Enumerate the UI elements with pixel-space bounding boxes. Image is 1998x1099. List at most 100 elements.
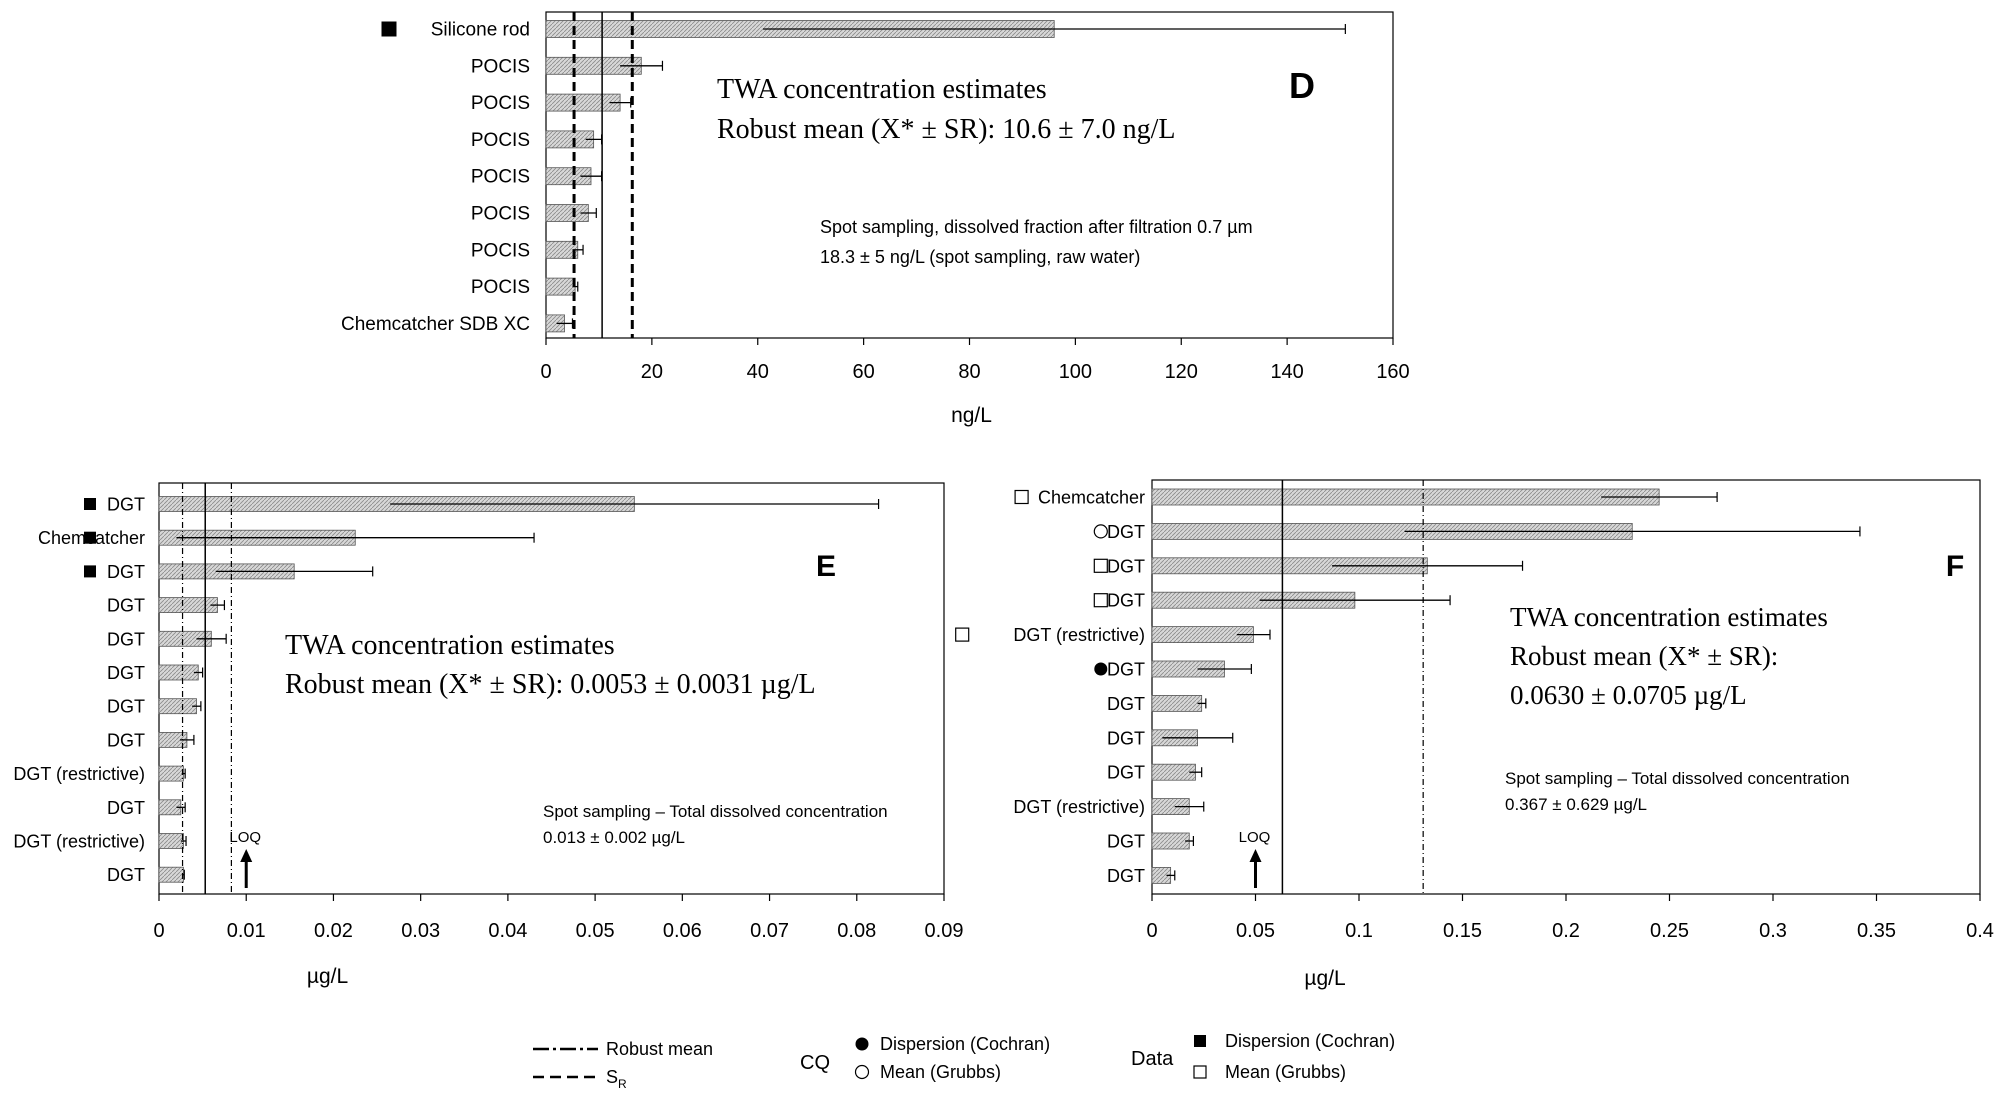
- outlier-marker-filled-square: [84, 531, 96, 544]
- x-tick-label: 80: [958, 361, 980, 383]
- loq-label: LOQ: [229, 829, 261, 846]
- category-label: DGT: [107, 629, 145, 649]
- loq-arrowhead: [1249, 849, 1262, 862]
- plot-frame: [545, 11, 1394, 339]
- x-tick-label: 0.03: [401, 920, 440, 942]
- category-label: DGT: [1107, 522, 1145, 542]
- chart-panel-f: 0 0.05 0.1 0.15 0.2 0.25 0.3 0.35 0.4 µg/L Chemcat…: [955, 479, 1994, 990]
- panel-label: E: [816, 550, 836, 583]
- annotation-title: Robust mean (X* ± SR): 0.0053 ± 0.0031 µ…: [285, 669, 816, 700]
- bar: [1151, 488, 1660, 506]
- legend-line-label: SR: [606, 1067, 627, 1091]
- x-tick-label: 120: [1165, 361, 1198, 383]
- annotation-title: Robust mean (X* ± SR): 10.6 ± 7.0 ng/L: [717, 114, 1176, 145]
- category-label: Chemcatcher SDB XC: [341, 314, 530, 335]
- annotation-note: Spot sampling – Total dissolved concentr…: [1505, 769, 1850, 788]
- category-label: DGT: [107, 663, 145, 683]
- panel-label: F: [1946, 550, 1964, 583]
- category-label: POCIS: [471, 277, 530, 298]
- category-label: DGT: [1107, 866, 1145, 886]
- category-label: DGT (restrictive): [13, 832, 145, 852]
- chart-panel-d: 0 20 40 60 80 100 120 140 160 ng/L Silicone rod POC…: [341, 11, 1410, 427]
- x-tick-label: 100: [1059, 361, 1092, 383]
- legend: Robust mean SR CQ Dispersion (Cochran) Mean …: [533, 1031, 1395, 1091]
- outlier-marker-filled-circle: [1094, 662, 1108, 676]
- annotation-title: TWA concentration estimates: [717, 74, 1047, 105]
- x-tick-label: 0.07: [750, 920, 789, 942]
- x-tick-label: 0.25: [1650, 920, 1689, 942]
- category-label: DGT: [107, 562, 145, 582]
- legend-marker-open-circle: [854, 1064, 870, 1080]
- annotation-note: Spot sampling – Total dissolved concentr…: [543, 802, 888, 821]
- category-label: Chemcatcher: [1038, 488, 1145, 508]
- x-tick-label: 0.4: [1966, 920, 1994, 942]
- outlier-marker-filled-square: [381, 21, 397, 37]
- annotation-title: TWA concentration estimates: [1510, 602, 1828, 632]
- bar: [158, 597, 218, 613]
- x-tick-label: 0.01: [227, 920, 266, 942]
- annotation-title: 0.0630 ± 0.0705 µg/L: [1510, 680, 1747, 710]
- category-label: POCIS: [471, 240, 530, 261]
- annotation-note: 0.013 ± 0.002 µg/L: [543, 828, 685, 847]
- outlier-marker-open-square: [1014, 489, 1029, 505]
- category-label: POCIS: [471, 93, 530, 114]
- category-label: DGT: [1107, 660, 1145, 680]
- annotation-note: Spot sampling, dissolved fraction after …: [820, 217, 1253, 237]
- chart-panel-e: 0 0.01 0.02 0.03 0.04 0.05 0.06 0.07 0.08 0.09 µg/…: [13, 482, 964, 988]
- outlier-marker-open-square: [955, 627, 970, 642]
- x-axis-label: ng/L: [951, 404, 992, 427]
- bar: [1151, 695, 1203, 712]
- x-tick-label: 0.2: [1552, 920, 1580, 942]
- legend-line-label: Robust mean: [606, 1039, 713, 1059]
- outlier-marker-open-square: [1093, 558, 1108, 573]
- annotation-note: 18.3 ± 5 ng/L (spot sampling, raw water): [820, 247, 1140, 267]
- annotation-title: Robust mean (X* ± SR):: [1510, 641, 1778, 671]
- category-label: DGT: [1107, 728, 1145, 748]
- bar: [158, 833, 184, 849]
- outlier-marker-filled-square: [84, 565, 96, 578]
- x-tick-label: 140: [1270, 361, 1303, 383]
- legend-marker-filled-square: [1194, 1035, 1206, 1047]
- outlier-marker-open-square: [1093, 593, 1108, 608]
- x-tick-label: 160: [1376, 361, 1409, 383]
- x-axis-label: µg/L: [307, 965, 348, 988]
- annotation-title: TWA concentration estimates: [285, 630, 615, 661]
- x-tick-label: 0: [153, 920, 164, 942]
- legend-data-title: Data: [1131, 1048, 1174, 1070]
- x-tick-label: 0.15: [1443, 920, 1482, 942]
- panel-label: D: [1289, 65, 1315, 106]
- x-tick-label: 20: [641, 361, 663, 383]
- x-tick-label: 0.09: [925, 920, 964, 942]
- category-label: POCIS: [471, 130, 530, 151]
- x-tick-label: 0: [540, 361, 551, 383]
- category-label: DGT: [1107, 832, 1145, 852]
- category-label: DGT: [1107, 694, 1145, 714]
- category-label: DGT: [1107, 763, 1145, 783]
- x-tick-label: 0.3: [1759, 920, 1787, 942]
- x-tick-label: 0.05: [576, 920, 615, 942]
- x-tick-label: 0.1: [1345, 920, 1373, 942]
- legend-marker-open-square: [1193, 1065, 1207, 1079]
- bar: [545, 93, 621, 112]
- legend-cq-title: CQ: [800, 1052, 830, 1074]
- x-tick-label: 0.02: [314, 920, 353, 942]
- annotation-note: 0.367 ± 0.629 µg/L: [1505, 795, 1647, 814]
- category-label: DGT: [107, 697, 145, 717]
- x-tick-label: 0.05: [1236, 920, 1275, 942]
- bar: [158, 664, 199, 681]
- category-label: DGT (restrictive): [1013, 625, 1145, 645]
- legend-data-label: Dispersion (Cochran): [1225, 1031, 1395, 1051]
- category-label: DGT: [107, 495, 145, 515]
- x-tick-label: 0.06: [663, 920, 702, 942]
- bar: [158, 866, 184, 883]
- x-tick-label: 60: [853, 361, 875, 383]
- outlier-marker-open-circle: [1093, 524, 1108, 539]
- legend-cq-label: Mean (Grubbs): [880, 1062, 1001, 1082]
- plot-frame: [158, 482, 945, 895]
- category-label: DGT: [107, 865, 145, 885]
- outlier-marker-filled-square: [84, 498, 96, 510]
- category-label: DGT: [1107, 556, 1145, 576]
- x-tick-label: 0.04: [488, 920, 527, 942]
- bar: [1151, 763, 1196, 781]
